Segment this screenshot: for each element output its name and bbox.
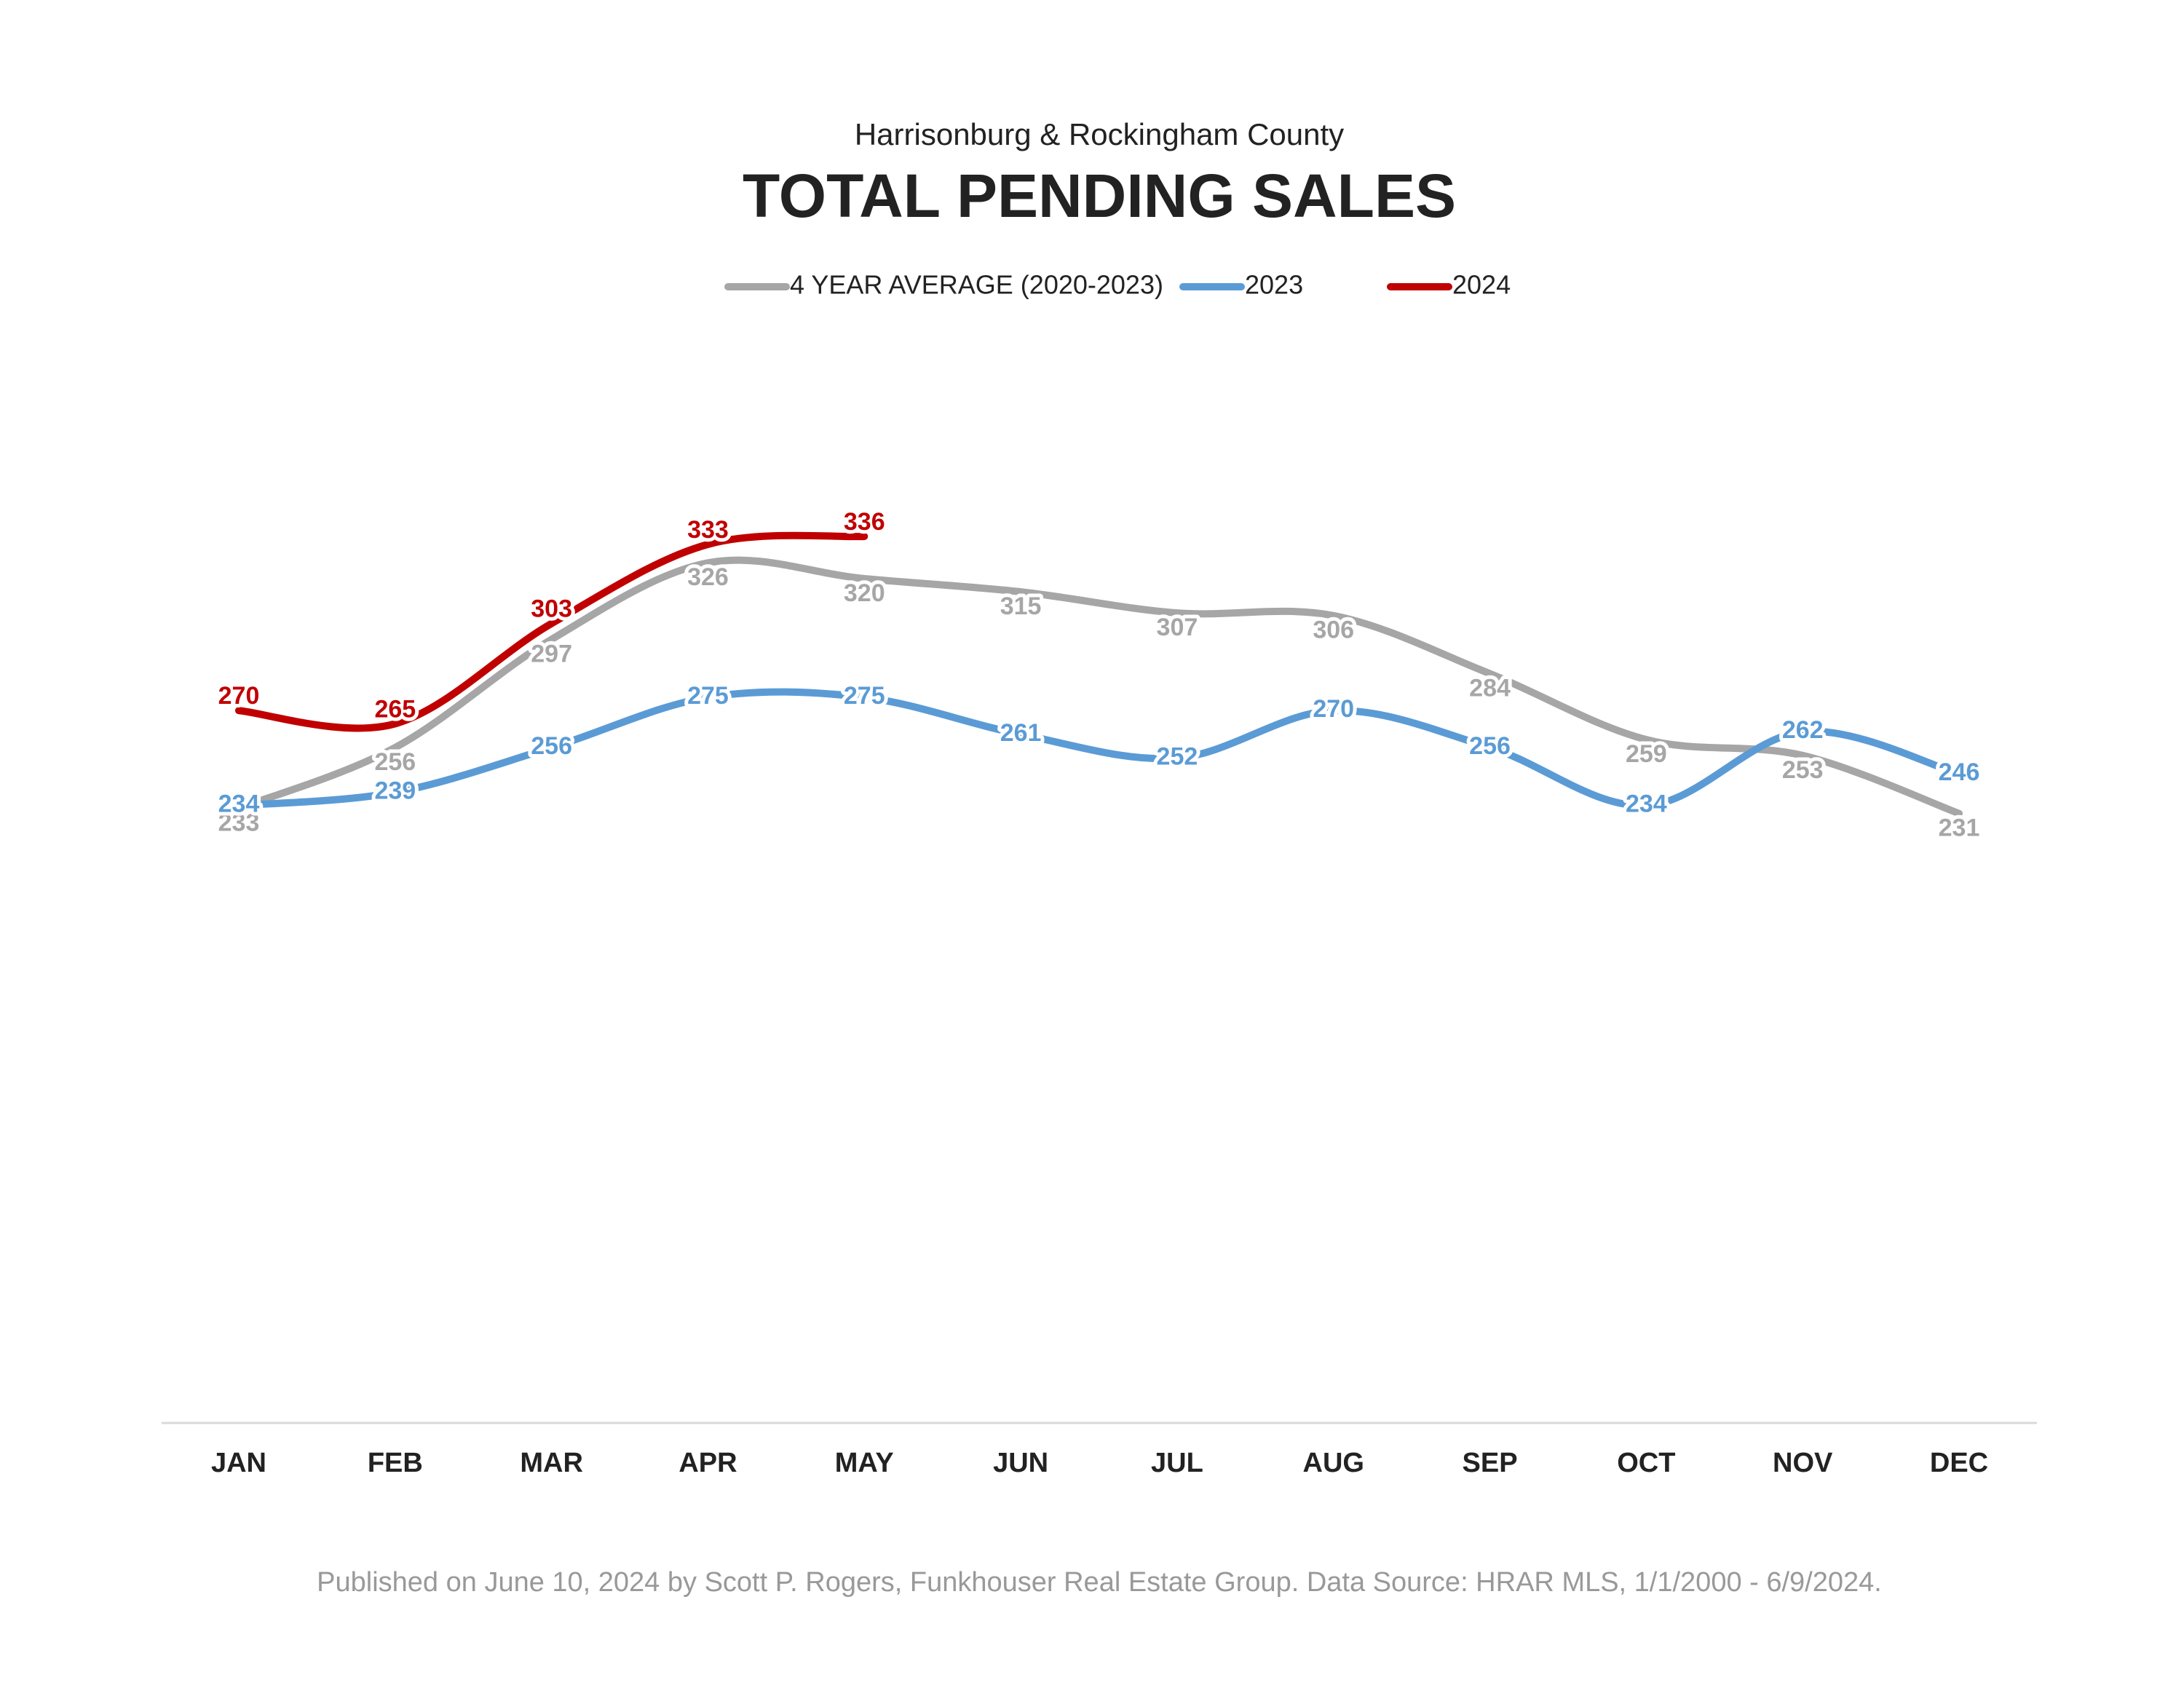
chart-subtitle: Harrisonburg & Rockingham County [855, 117, 1344, 151]
data-label: 234 [1626, 790, 1667, 818]
data-label: 270 [218, 682, 260, 710]
data-label: 233 [218, 809, 260, 836]
data-label: 231 [1939, 814, 1980, 842]
legend-label: 2023 [1245, 270, 1303, 300]
data-label: 265 [374, 695, 416, 723]
data-label: 303 [531, 595, 572, 623]
x-tick-label: FEB [368, 1448, 423, 1478]
series-line [235, 556, 1963, 817]
legend-label: 2024 [1452, 270, 1511, 300]
data-label: 315 [1000, 592, 1042, 620]
x-tick-label: APR [678, 1448, 737, 1478]
x-tick-label: MAR [520, 1448, 583, 1478]
data-label: 256 [1469, 732, 1511, 760]
data-label: 306 [1313, 616, 1354, 644]
data-label: 333 [687, 516, 729, 544]
data-label: 252 [1157, 742, 1198, 770]
footer: Published on June 10, 2024 by Scott P. R… [317, 1567, 1882, 1598]
series-line [235, 531, 869, 732]
data-label: 234 [218, 790, 260, 818]
data-label: 246 [1939, 758, 1980, 786]
x-tick-label: JAN [211, 1448, 266, 1478]
data-label: 275 [687, 682, 729, 710]
data-label: 261 [1000, 719, 1042, 747]
data-label: 284 [1469, 674, 1511, 702]
data-label: 307 [1157, 614, 1198, 641]
data-label: 253 [1782, 756, 1824, 784]
data-label: 297 [531, 640, 572, 667]
data-label: 262 [1782, 716, 1824, 744]
x-tick-label: AUG [1303, 1448, 1364, 1478]
data-label: 275 [844, 682, 885, 710]
x-tick-label: NOV [1773, 1448, 1833, 1478]
data-label: 259 [1626, 740, 1667, 768]
x-tick-label: SEP [1463, 1448, 1518, 1478]
data-label: 239 [374, 777, 416, 805]
data-label: 256 [374, 748, 416, 776]
chart-title: TOTAL PENDING SALES [743, 162, 1456, 230]
x-tick-label: JUL [1151, 1448, 1203, 1478]
data-label: 336 [844, 508, 885, 536]
x-tick-label: JUN [993, 1448, 1048, 1478]
data-label: 320 [844, 579, 885, 607]
x-tick-label: OCT [1617, 1448, 1675, 1478]
data-label: 270 [1313, 695, 1354, 723]
data-label: 256 [531, 732, 572, 760]
x-tick-label: MAY [835, 1448, 894, 1478]
x-tick-label: DEC [1930, 1448, 1988, 1478]
data-label: 326 [687, 563, 729, 591]
series-line [235, 688, 1963, 809]
legend-label: 4 YEAR AVERAGE (2020-2023) [790, 270, 1163, 300]
